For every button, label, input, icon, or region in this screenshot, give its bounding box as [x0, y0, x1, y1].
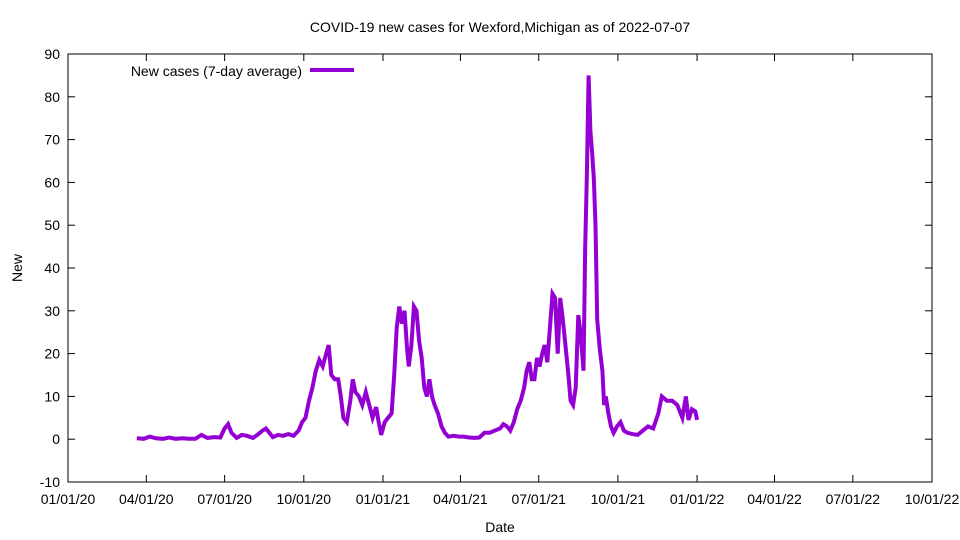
y-tick-label: 70: [44, 132, 60, 148]
x-tick-label: 10/01/21: [591, 491, 646, 507]
y-tick-label: 90: [44, 46, 60, 62]
x-tick-label: 01/01/22: [670, 491, 725, 507]
x-tick-label: 10/01/22: [905, 491, 960, 507]
y-tick-label: 80: [44, 89, 60, 105]
y-tick-label: 30: [44, 303, 60, 319]
y-tick-label: 40: [44, 260, 60, 276]
x-tick-label: 07/01/21: [511, 491, 566, 507]
tick-labels: -10 0 10 20 30 40 50 60 70 80 90 01/01/20 04/01/20 07…: [40, 46, 960, 507]
x-tick-label: 10/01/20: [277, 491, 332, 507]
y-axis-title: New: [9, 253, 25, 282]
series-line: [136, 75, 700, 441]
x-tick-label: 04/01/20: [119, 491, 174, 507]
legend: New cases (7-day average): [131, 63, 354, 79]
series-layer: [136, 75, 700, 441]
x-axis-title: Date: [485, 519, 515, 535]
x-tick-label: 04/01/21: [433, 491, 488, 507]
y-tick-label: 60: [44, 174, 60, 190]
x-tick-label: 07/01/20: [197, 491, 252, 507]
chart-title: COVID-19 new cases for Wexford,Michigan …: [310, 19, 690, 35]
y-tick-label: -10: [40, 474, 60, 490]
tick-marks: [67, 53, 933, 483]
x-tick-label: 04/01/22: [747, 491, 802, 507]
y-tick-label: 20: [44, 346, 60, 362]
x-tick-label: 01/01/20: [41, 491, 96, 507]
plot-frame: [67, 53, 933, 483]
x-tick-label: 07/01/22: [826, 491, 881, 507]
y-tick-label: 50: [44, 217, 60, 233]
y-tick-label: 10: [44, 388, 60, 404]
x-tick-label: 01/01/21: [356, 491, 411, 507]
y-tick-label: 0: [52, 431, 60, 447]
legend-label: New cases (7-day average): [131, 63, 302, 79]
